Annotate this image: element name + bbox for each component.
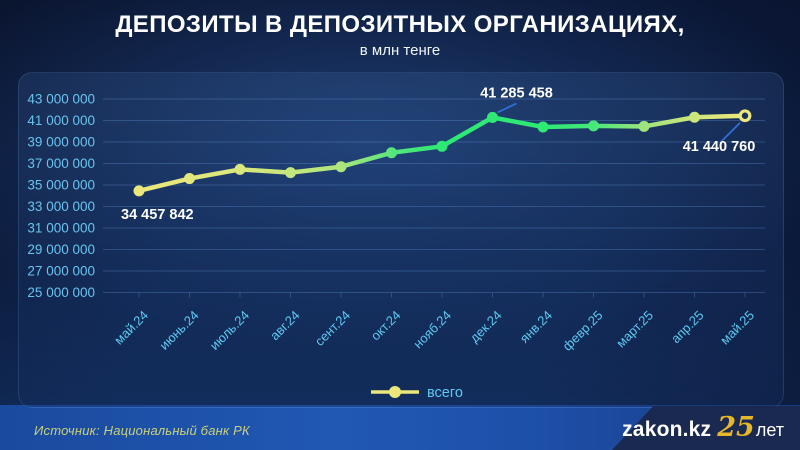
zakon-kz-logo: zakon.kz 25 лет: [622, 414, 784, 442]
data-line: [136, 113, 748, 194]
data-point: [285, 167, 296, 179]
x-tick-label: апр.25: [668, 308, 707, 347]
data-point: [588, 120, 599, 132]
data-point: [133, 185, 145, 197]
y-tick-label: 37 000 000: [27, 156, 95, 171]
x-tick-label: февр.25: [560, 308, 606, 354]
data-point: [184, 173, 195, 185]
x-tick-label: май.24: [111, 308, 151, 348]
x-tick-label: май.25: [717, 308, 757, 348]
x-tick-label: янв.24: [517, 308, 555, 346]
x-tick-label: сент.24: [312, 308, 353, 349]
chart-panel: 43 000 000 41 000 000 39 000 000 37 000 000…: [18, 72, 784, 408]
y-tick-label: 25 000 000: [27, 285, 95, 300]
legend-marker-icon: [389, 386, 401, 398]
logo-site-name: zakon.kz: [622, 418, 712, 441]
data-point: [335, 161, 347, 173]
x-tick-label: окт.24: [368, 308, 404, 344]
logo-anniversary-25: 25: [717, 412, 755, 443]
x-tick-label: июнь.24: [156, 308, 201, 353]
y-tick-label: 27 000 000: [27, 264, 95, 279]
x-tick-label: март.25: [613, 308, 656, 351]
data-point: [487, 111, 498, 123]
data-point: [638, 120, 650, 132]
logo-anniversary-suffix: лет: [755, 420, 784, 440]
annotation-value: 41 285 458: [480, 85, 553, 101]
chart-subtitle: в млн тенге: [359, 41, 441, 59]
x-tick-label: дек.24: [467, 308, 505, 346]
data-point: [386, 147, 397, 159]
legend: всего: [371, 385, 463, 401]
source-caption: Источник: Национальный банк РК: [34, 423, 250, 438]
annotation-leader: [720, 122, 741, 143]
y-tick-label: 35 000 000: [27, 178, 95, 193]
x-tick-label: авг.24: [267, 308, 303, 344]
data-point: [537, 121, 549, 133]
page-title: ДЕПОЗИТЫ В ДЕПОЗИТНЫХ ОРГАНИЗАЦИЯХ,: [115, 11, 685, 38]
annotation-leader: [497, 102, 517, 114]
data-point-last: [738, 109, 752, 123]
annotation-value: 41 440 760: [683, 139, 756, 155]
chart-header: ДЕПОЗИТЫ В ДЕПОЗИТНЫХ ОРГАНИЗАЦИЯХ, в мл…: [0, 11, 800, 59]
data-point: [689, 111, 700, 123]
y-tick-label: 43 000 000: [27, 92, 95, 107]
y-tick-label: 41 000 000: [27, 113, 95, 128]
legend-label: всего: [427, 385, 463, 401]
line-chart: 43 000 000 41 000 000 39 000 000 37 000 000…: [27, 85, 765, 401]
data-point: [436, 140, 448, 152]
data-point: [234, 163, 246, 175]
annotation-value: 34 457 842: [121, 207, 194, 223]
y-tick-label: 33 000 000: [27, 199, 95, 214]
x-tick-label: нояб.24: [410, 308, 454, 352]
y-tick-label: 31 000 000: [27, 221, 95, 236]
x-tick-label: июль.24: [207, 308, 252, 353]
y-tick-label: 39 000 000: [27, 135, 95, 150]
y-tick-label: 29 000 000: [27, 242, 95, 257]
